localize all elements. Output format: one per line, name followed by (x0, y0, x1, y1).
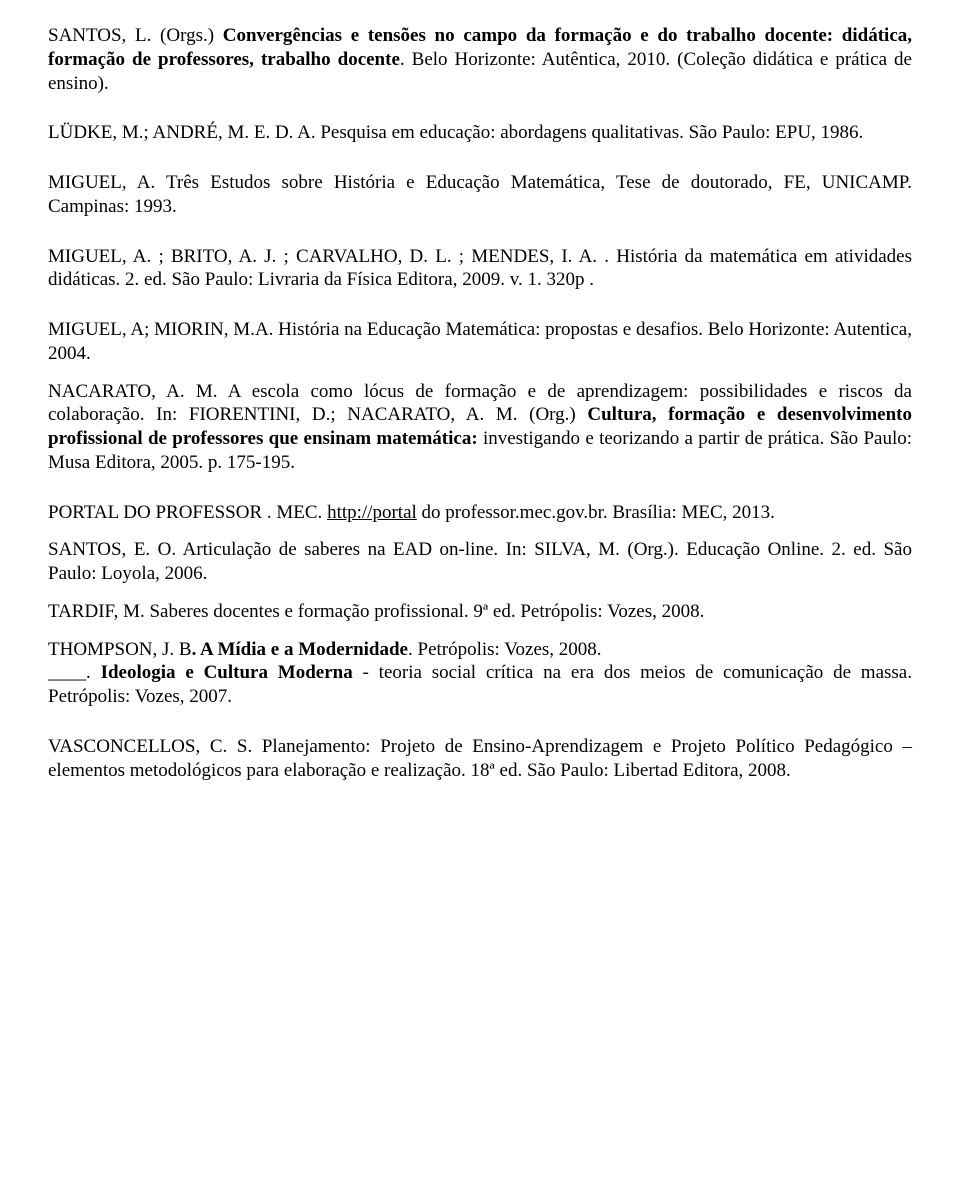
ref-text: do professor.mec.gov.br. Brasília: MEC, … (417, 502, 775, 523)
ref-tardif: TARDIF, M. Saberes docentes e formação p… (48, 600, 912, 624)
ref-text: LÜDKE, M.; ANDRÉ, M. E. D. A. Pesquisa e… (48, 122, 863, 143)
ref-portal: PORTAL DO PROFESSOR . MEC. http://portal… (48, 501, 912, 525)
ref-text: THOMPSON, J. B (48, 639, 192, 660)
ref-text: VASCONCELLOS, C. S. Planejamento: Projet… (48, 736, 912, 781)
ref-link[interactable]: http://portal (327, 502, 417, 523)
ref-vasconcellos: VASCONCELLOS, C. S. Planejamento: Projet… (48, 735, 912, 783)
ref-santos-l: SANTOS, L. (Orgs.) Convergências e tensõ… (48, 24, 912, 95)
ref-text: MIGUEL, A; MIORIN, M.A. História na Educ… (48, 319, 912, 364)
ref-thompson-2: ____. Ideologia e Cultura Moderna - teor… (48, 661, 912, 709)
ref-text: SANTOS, E. O. Articulação de saberes na … (48, 539, 912, 584)
ref-text: SANTOS, L. (Orgs.) (48, 25, 223, 46)
ref-text: MIGUEL, A. Três Estudos sobre História e… (48, 172, 912, 217)
ref-text: TARDIF, M. Saberes docentes e formação p… (48, 601, 704, 622)
ref-miguel-miorin: MIGUEL, A; MIORIN, M.A. História na Educ… (48, 318, 912, 366)
ref-ludke: LÜDKE, M.; ANDRÉ, M. E. D. A. Pesquisa e… (48, 121, 912, 145)
ref-miguel-1: MIGUEL, A. Três Estudos sobre História e… (48, 171, 912, 219)
ref-bold: Ideologia e Cultura Moderna (101, 662, 363, 683)
ref-text: MIGUEL, A. ; BRITO, A. J. ; CARVALHO, D.… (48, 246, 912, 291)
ref-text: ____. (48, 662, 101, 683)
ref-text: PORTAL DO PROFESSOR . MEC. (48, 502, 327, 523)
ref-thompson-1: THOMPSON, J. B. A Mídia e a Modernidade.… (48, 638, 912, 662)
ref-santos-eo: SANTOS, E. O. Articulação de saberes na … (48, 538, 912, 586)
ref-miguel-2: MIGUEL, A. ; BRITO, A. J. ; CARVALHO, D.… (48, 245, 912, 293)
ref-text: . Petrópolis: Vozes, 2008. (408, 639, 602, 660)
ref-nacarato: NACARATO, A. M. A escola como lócus de f… (48, 380, 912, 475)
ref-bold: . A Mídia e a Modernidade (192, 639, 408, 660)
